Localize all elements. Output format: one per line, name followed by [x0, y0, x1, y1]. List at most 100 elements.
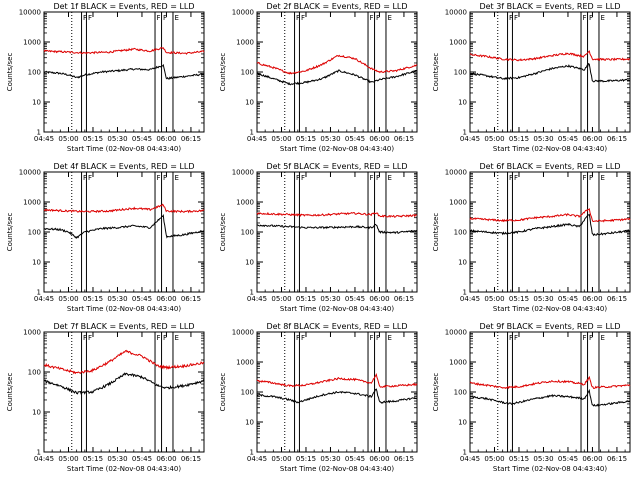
x-tick-label: 06:00	[582, 455, 602, 463]
x-tick-label: 05:15	[509, 295, 529, 303]
y-tick-label: 10	[458, 259, 467, 267]
y-tick-label: 10	[32, 409, 41, 417]
x-tick-label: 06:15	[607, 295, 627, 303]
x-axis-label: Start Time (02-Nov-08 04:43:40)	[67, 145, 181, 153]
series-line-lld	[469, 375, 631, 390]
time-marker-flag: F	[296, 14, 300, 22]
x-tick-label: 04:45	[34, 295, 54, 303]
x-tick-label: 05:15	[509, 135, 529, 143]
time-marker-flag: F	[88, 14, 92, 22]
y-tick-label: 10000	[445, 329, 467, 337]
y-tick-label: 1	[463, 449, 467, 457]
series-line-events	[43, 372, 205, 395]
x-tick-label: 05:45	[558, 135, 578, 143]
chart-title: Det 8f BLACK = Events, RED = LLD	[266, 322, 407, 331]
x-axis-label: Start Time (02-Nov-08 04:43:40)	[280, 465, 394, 473]
x-tick-label: 05:00	[58, 135, 78, 143]
y-tick-label: 100	[241, 229, 254, 237]
series-line-lld	[43, 349, 205, 375]
y-tick-label: 1000	[236, 199, 254, 207]
time-marker-flag: E	[174, 14, 178, 22]
y-tick-label: 100	[454, 229, 467, 237]
y-tick-label: 1000	[449, 359, 467, 367]
time-marker-flag: F	[514, 174, 518, 182]
x-tick-label: 05:30	[320, 455, 340, 463]
time-marker-flag: F	[370, 334, 374, 342]
y-tick-label: 1000	[23, 39, 41, 47]
x-tick-label: 05:00	[484, 135, 504, 143]
time-marker-flag: F	[83, 14, 87, 22]
time-marker-flag: E	[174, 174, 178, 182]
time-marker-flag: F	[301, 334, 305, 342]
series-line-lld	[469, 207, 631, 223]
time-marker-flag: E	[174, 334, 178, 342]
time-marker-flag: F	[583, 174, 587, 182]
time-marker-flag: F	[83, 334, 87, 342]
x-tick-label: 05:45	[558, 455, 578, 463]
chart-panel-4: Det 4f BLACK = Events, RED = LLD 1 10 100 10…	[6, 162, 205, 313]
y-tick-label: 10000	[445, 169, 467, 177]
chart-title: Det 7f BLACK = Events, RED = LLD	[53, 322, 194, 331]
time-marker-flag: E	[600, 174, 604, 182]
x-tick-label: 05:15	[296, 135, 316, 143]
x-tick-label: 05:45	[558, 295, 578, 303]
time-marker-flag: F	[509, 174, 513, 182]
y-tick-label: 1000	[23, 329, 41, 337]
y-tick-label: 1000	[449, 199, 467, 207]
y-axis-label: Counts/sec	[219, 53, 227, 92]
y-tick-label: 100	[241, 69, 254, 77]
y-axis-label: Counts/sec	[6, 213, 14, 252]
x-tick-label: 04:45	[34, 455, 54, 463]
x-tick-label: 05:45	[345, 295, 365, 303]
x-tick-label: 05:45	[345, 455, 365, 463]
y-tick-label: 1000	[236, 39, 254, 47]
plot-frame	[469, 171, 631, 293]
y-tick-label: 10000	[19, 9, 41, 17]
plot-frame	[43, 11, 205, 133]
x-tick-label: 06:00	[156, 295, 176, 303]
x-tick-label: 06:15	[181, 135, 201, 143]
x-tick-label: 05:15	[296, 295, 316, 303]
time-marker-flag: F	[83, 174, 87, 182]
time-marker-flag: F	[296, 334, 300, 342]
y-tick-label: 100	[454, 389, 467, 397]
time-marker-flag: F	[376, 14, 380, 22]
x-tick-label: 06:00	[369, 295, 389, 303]
x-tick-label: 05:30	[320, 295, 340, 303]
time-marker-flag: E	[387, 14, 391, 22]
y-tick-label: 100	[454, 69, 467, 77]
y-tick-label: 10000	[232, 169, 254, 177]
chart-panel-9: Det 9f BLACK = Events, RED = LLD 1 10 100 10…	[432, 322, 631, 473]
y-tick-label: 10	[245, 259, 254, 267]
x-tick-label: 05:45	[132, 135, 152, 143]
time-marker-flag: F	[589, 174, 593, 182]
series-line-events	[257, 223, 418, 235]
x-tick-label: 05:30	[107, 295, 127, 303]
time-marker-flag: F	[157, 174, 161, 182]
x-axis-label: Start Time (02-Nov-08 04:43:40)	[67, 465, 181, 473]
y-tick-label: 100	[28, 369, 41, 377]
y-axis-label: Counts/sec	[219, 373, 227, 412]
x-tick-label: 04:45	[34, 135, 54, 143]
y-tick-label: 10	[245, 99, 254, 107]
y-tick-label: 10	[32, 99, 41, 107]
x-tick-label: 06:00	[582, 135, 602, 143]
y-tick-label: 1	[37, 289, 41, 297]
y-tick-label: 1	[463, 129, 467, 137]
series-line-lld	[256, 211, 418, 219]
x-tick-label: 05:30	[107, 455, 127, 463]
x-tick-label: 06:15	[607, 135, 627, 143]
chart-panel-7: Det 7f BLACK = Events, RED = LLD 1 10 100 10…	[6, 322, 205, 473]
x-tick-label: 06:00	[582, 295, 602, 303]
x-tick-label: 05:00	[58, 455, 78, 463]
y-tick-label: 10000	[232, 9, 254, 17]
chart-title: Det 3f BLACK = Events, RED = LLD	[479, 2, 620, 11]
series-line-events	[256, 388, 418, 404]
y-tick-label: 10000	[19, 169, 41, 177]
y-tick-label: 1	[250, 129, 254, 137]
y-axis-label: Counts/sec	[432, 373, 440, 412]
x-tick-label: 04:45	[460, 455, 480, 463]
y-tick-label: 1000	[449, 39, 467, 47]
x-tick-label: 05:30	[533, 455, 553, 463]
